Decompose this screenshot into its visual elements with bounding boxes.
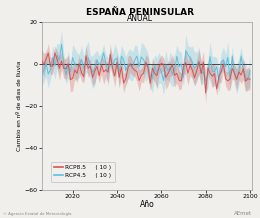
- Text: AEmet: AEmet: [234, 211, 252, 216]
- Text: ANUAL: ANUAL: [127, 14, 153, 23]
- X-axis label: Año: Año: [140, 200, 154, 209]
- Legend: RCP8.5     ( 10 ), RCP4.5     ( 10 ): RCP8.5 ( 10 ), RCP4.5 ( 10 ): [51, 162, 115, 182]
- Text: ESPAÑA PENINSULAR: ESPAÑA PENINSULAR: [86, 8, 194, 17]
- Text: © Agencia Estatal de Meteorología: © Agencia Estatal de Meteorología: [3, 212, 71, 216]
- Y-axis label: Cambio en nº de dias de lluvia: Cambio en nº de dias de lluvia: [17, 61, 22, 151]
